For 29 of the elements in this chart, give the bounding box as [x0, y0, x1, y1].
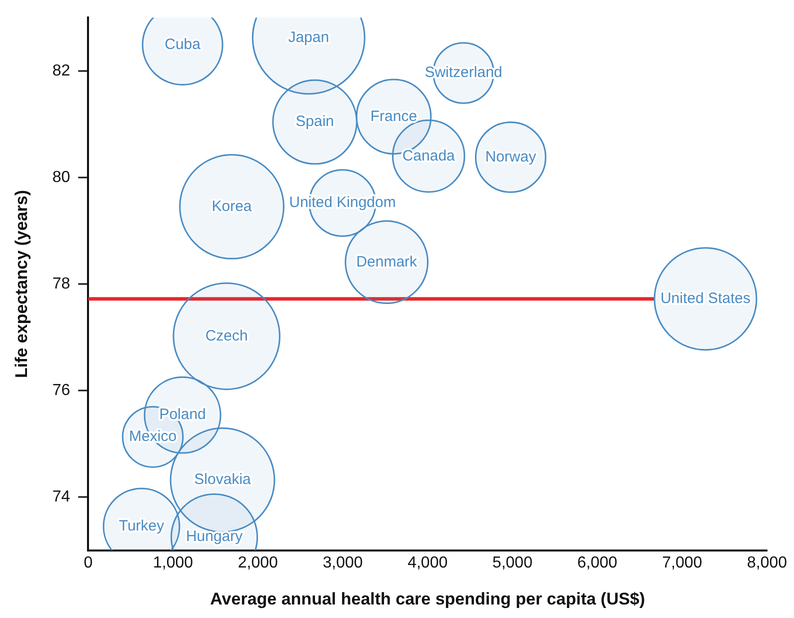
- y-tick-label: 80: [52, 168, 70, 186]
- series-label: Denmark: [356, 253, 418, 270]
- series-label: Czech: [205, 327, 248, 344]
- x-tick-label: 2,000: [238, 554, 278, 572]
- x-tick-label: 7,000: [662, 554, 702, 572]
- x-tick-label: 5,000: [492, 554, 533, 572]
- series-label: United States: [660, 290, 751, 308]
- x-tick-label: 1,000: [153, 554, 194, 572]
- series-label: Cuba: [164, 36, 202, 53]
- series-label: Norway: [485, 148, 537, 166]
- x-axis-title: Average annual health care spending per capita (US$): [210, 589, 646, 608]
- series-label: Spain: [296, 113, 334, 130]
- series-label: Slovakia: [194, 471, 252, 488]
- y-tick-label: 82: [52, 62, 70, 80]
- y-axis-title: Life expectancy (years): [12, 190, 31, 378]
- x-tick-label: 4,000: [408, 554, 448, 572]
- series-label: Canada: [402, 147, 456, 164]
- y-tick-label: 78: [52, 275, 70, 292]
- series-label: Korea: [212, 198, 252, 215]
- series-label: France: [370, 108, 418, 125]
- y-tick-label: 74: [52, 488, 70, 506]
- series-label: Hungary: [186, 528, 244, 546]
- y-tick-label: 76: [52, 382, 70, 399]
- series-label: Japan: [288, 28, 330, 46]
- series-label: Turkey: [118, 518, 165, 535]
- x-tick-label: 6,000: [577, 554, 618, 572]
- x-tick-label: 3,000: [322, 554, 363, 572]
- x-tick-label: 8,000: [746, 554, 788, 572]
- x-tick-label: 0: [84, 554, 93, 572]
